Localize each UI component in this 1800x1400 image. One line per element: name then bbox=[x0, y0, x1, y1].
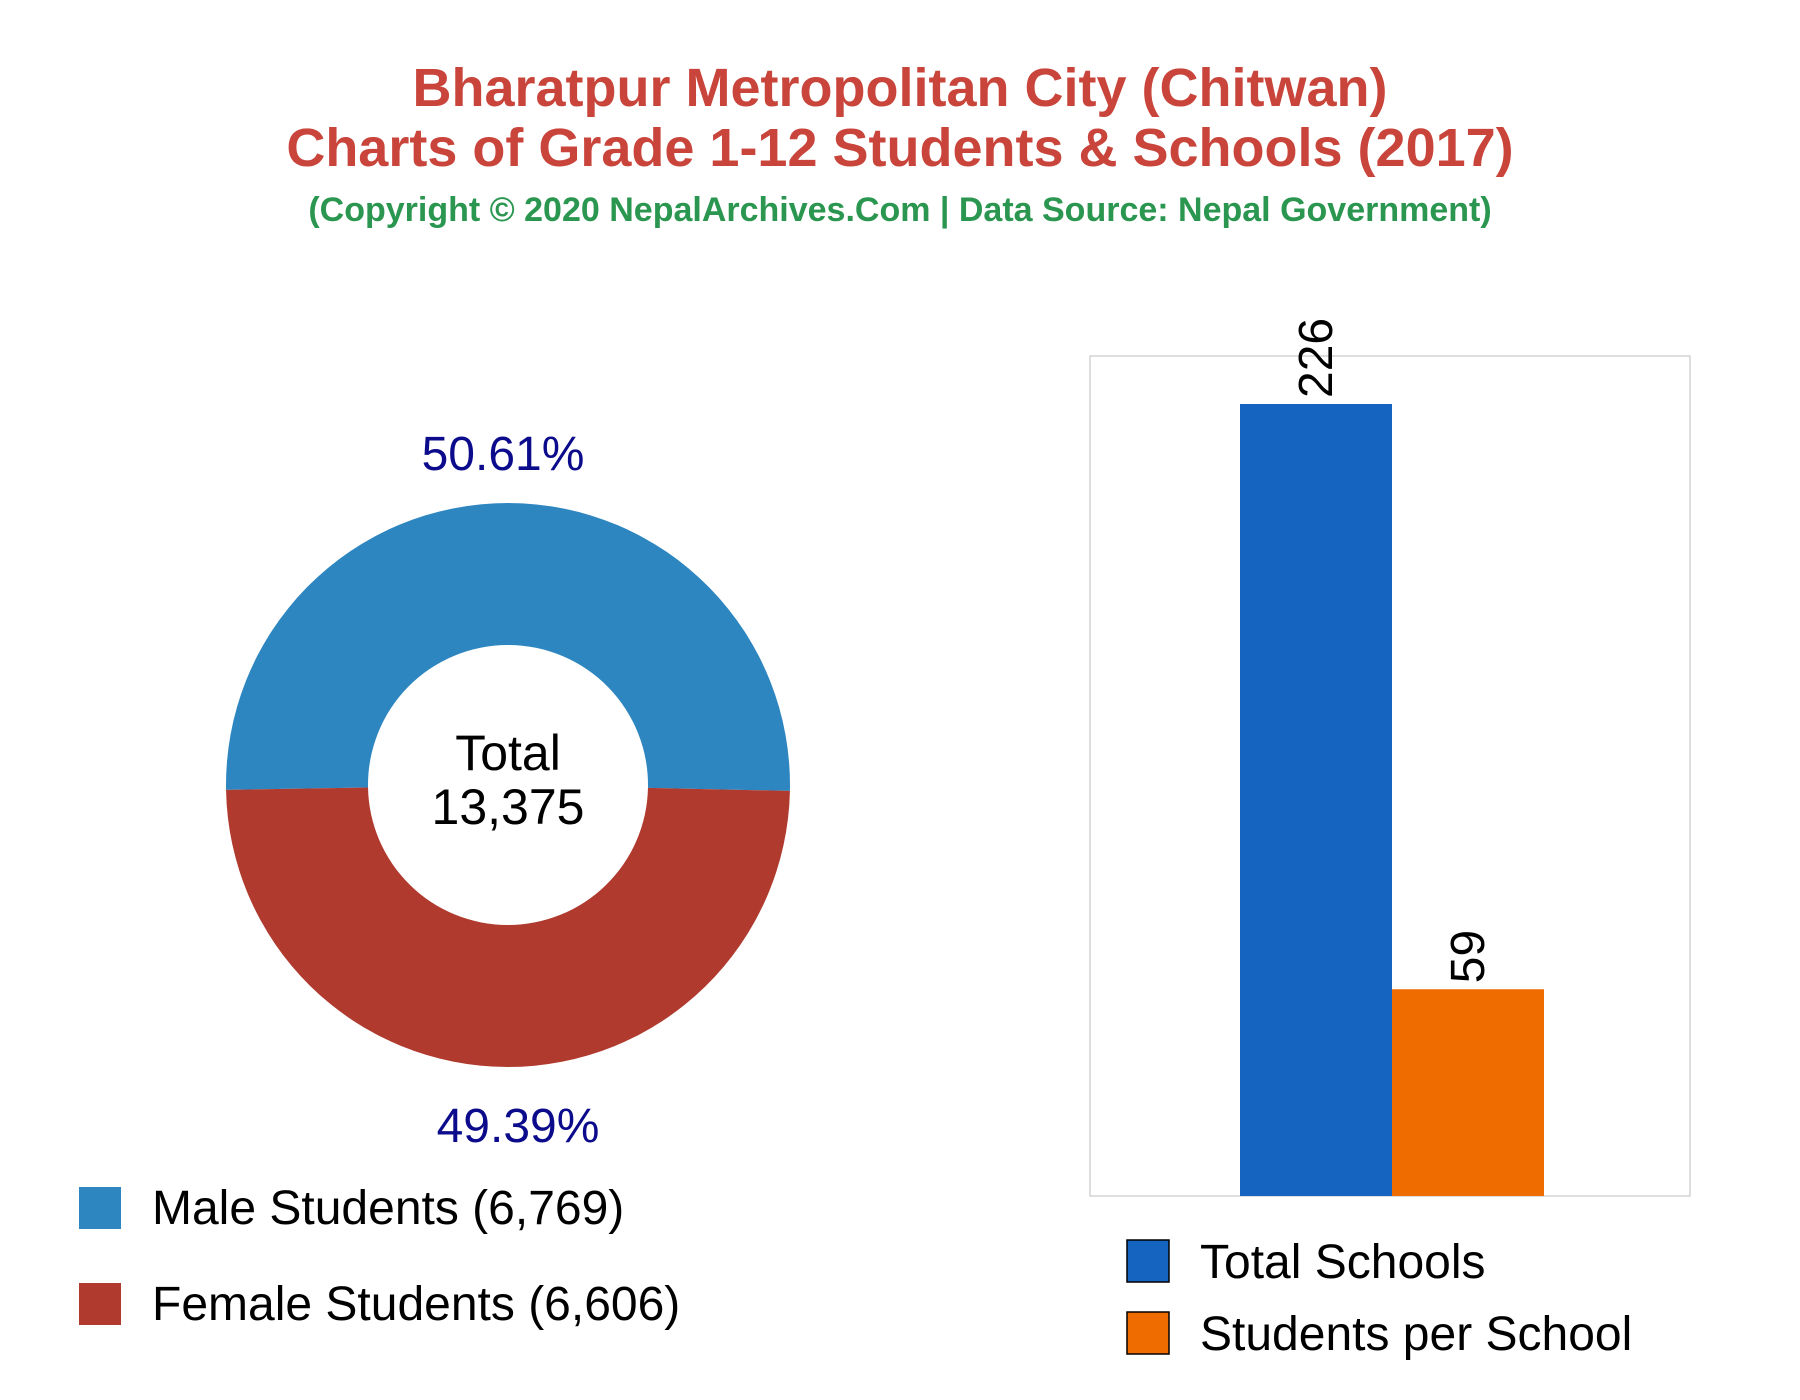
bar-label-total-schools: 226 bbox=[1290, 318, 1343, 398]
bar-total-schools bbox=[1240, 404, 1392, 1196]
bar-label-students-per-school: 59 bbox=[1442, 930, 1495, 983]
legend-swatch-total-schools bbox=[1126, 1239, 1170, 1283]
donut-legend: Male Students (6,769) Female Students (6,… bbox=[79, 1182, 680, 1331]
legend-label-female: Female Students (6,606) bbox=[152, 1278, 680, 1331]
male-percent-label: 50.61% bbox=[422, 428, 585, 481]
legend-swatch-female bbox=[79, 1283, 121, 1325]
legend-swatch-students-per-school bbox=[1126, 1311, 1170, 1355]
donut-center-value: 13,375 bbox=[432, 779, 585, 835]
legend-label-total-schools: Total Schools bbox=[1200, 1236, 1486, 1289]
female-percent-label: 49.39% bbox=[437, 1100, 600, 1153]
chart-subtitle: (Copyright © 2020 NepalArchives.Com | Da… bbox=[308, 191, 1492, 229]
legend-label-students-per-school: Students per School bbox=[1200, 1308, 1632, 1361]
chart-title-line-1: Bharatpur Metropolitan City (Chitwan) bbox=[412, 58, 1388, 118]
female-slice bbox=[226, 787, 790, 1067]
donut-center-label: Total bbox=[455, 725, 561, 781]
legend-label-male: Male Students (6,769) bbox=[152, 1182, 624, 1235]
male-slice bbox=[226, 502, 790, 791]
legend-swatch-male bbox=[79, 1187, 121, 1229]
bar-students-per-school bbox=[1392, 989, 1544, 1196]
donut-chart: Total 13,375 50.61% 49.39% bbox=[226, 428, 790, 1153]
bar-chart: 226 59 bbox=[1089, 318, 1691, 1197]
bar-legend: Total Schools Students per School bbox=[1126, 1236, 1632, 1361]
chart-title-line-2: Charts of Grade 1-12 Students & Schools … bbox=[286, 118, 1514, 178]
